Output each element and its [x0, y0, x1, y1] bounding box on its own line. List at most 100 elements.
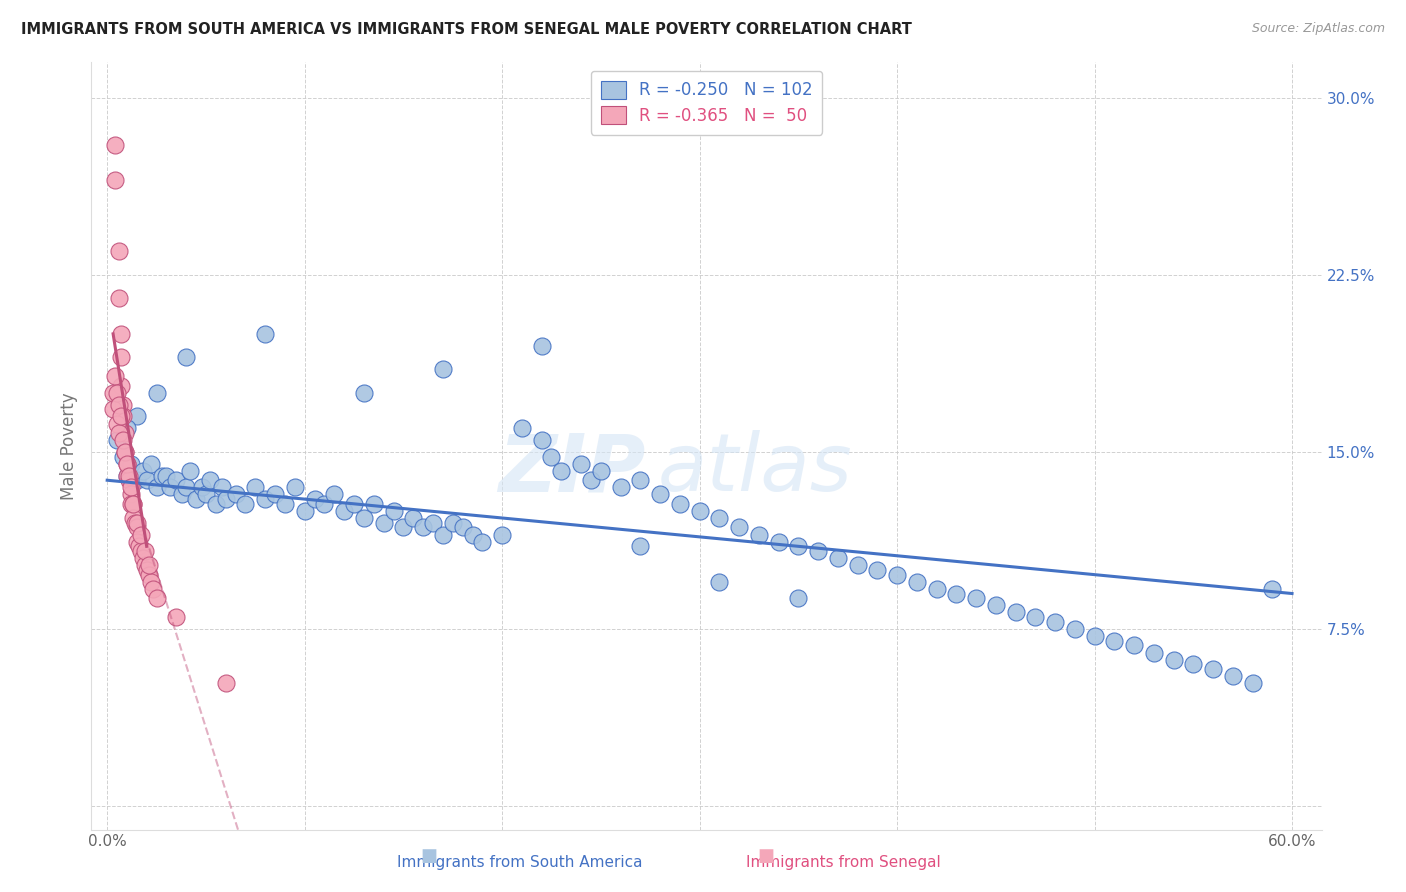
Point — [191, 480, 214, 494]
Point — [353, 511, 375, 525]
Point — [807, 544, 830, 558]
Point — [115, 421, 138, 435]
Point — [609, 480, 631, 494]
Point — [125, 534, 148, 549]
Point — [120, 457, 142, 471]
Point — [235, 497, 257, 511]
Point — [120, 497, 142, 511]
Point — [886, 567, 908, 582]
Point — [101, 402, 124, 417]
Point — [132, 551, 155, 566]
Point — [1083, 629, 1105, 643]
Point — [304, 492, 326, 507]
Point — [294, 504, 316, 518]
Point — [1123, 639, 1146, 653]
Text: ■: ■ — [420, 847, 437, 865]
Point — [1222, 669, 1244, 683]
Point — [254, 326, 277, 341]
Point — [108, 398, 131, 412]
Point — [129, 544, 152, 558]
Point — [174, 351, 197, 365]
Point — [491, 527, 513, 541]
Point — [254, 492, 277, 507]
Point — [125, 409, 148, 424]
Point — [392, 520, 415, 534]
Text: Immigrants from Senegal: Immigrants from Senegal — [747, 855, 941, 870]
Point — [787, 591, 810, 606]
Point — [211, 480, 233, 494]
Point — [155, 468, 177, 483]
Point — [1063, 622, 1085, 636]
Point — [114, 425, 136, 440]
Point — [115, 468, 138, 483]
Point — [984, 599, 1007, 613]
Y-axis label: Male Poverty: Male Poverty — [60, 392, 79, 500]
Point — [198, 473, 221, 487]
Point — [104, 138, 127, 153]
Point — [145, 591, 167, 606]
Point — [138, 567, 160, 582]
Point — [461, 527, 484, 541]
Point — [215, 492, 238, 507]
Point — [530, 433, 553, 447]
Point — [174, 480, 197, 494]
Point — [135, 563, 157, 577]
Point — [121, 497, 143, 511]
Point — [245, 480, 267, 494]
Point — [1104, 633, 1126, 648]
Point — [179, 464, 201, 478]
Point — [432, 527, 454, 541]
Point — [1261, 582, 1284, 596]
Point — [194, 487, 217, 501]
Point — [323, 487, 346, 501]
Point — [104, 173, 127, 187]
Point — [709, 574, 731, 589]
Point — [432, 362, 454, 376]
Point — [343, 497, 366, 511]
Point — [353, 385, 375, 400]
Point — [846, 558, 869, 573]
Text: Source: ZipAtlas.com: Source: ZipAtlas.com — [1251, 22, 1385, 36]
Point — [1241, 676, 1264, 690]
Point — [118, 468, 141, 483]
Point — [628, 473, 651, 487]
Point — [105, 417, 128, 431]
Point — [648, 487, 671, 501]
Point — [159, 480, 181, 494]
Point — [373, 516, 395, 530]
Point — [142, 582, 165, 596]
Point — [1143, 646, 1166, 660]
Point — [108, 292, 131, 306]
Point — [264, 487, 287, 501]
Point — [748, 527, 770, 541]
Point — [118, 473, 141, 487]
Point — [550, 464, 572, 478]
Point — [510, 421, 533, 435]
Point — [135, 473, 157, 487]
Point — [1024, 610, 1046, 624]
Point — [669, 497, 692, 511]
Point — [827, 551, 849, 566]
Point — [134, 558, 156, 573]
Point — [125, 520, 148, 534]
Point — [728, 520, 751, 534]
Point — [104, 369, 127, 384]
Point — [138, 558, 160, 573]
Point — [925, 582, 948, 596]
Point — [768, 534, 790, 549]
Point — [965, 591, 987, 606]
Point — [1043, 615, 1066, 629]
Point — [145, 480, 167, 494]
Point — [111, 409, 134, 424]
Point — [110, 326, 132, 341]
Point — [115, 457, 138, 471]
Point — [105, 385, 128, 400]
Point — [1163, 652, 1185, 666]
Point — [530, 339, 553, 353]
Point — [451, 520, 474, 534]
Point — [120, 487, 142, 501]
Point — [333, 504, 356, 518]
Point — [111, 398, 134, 412]
Point — [274, 497, 297, 511]
Point — [1202, 662, 1225, 676]
